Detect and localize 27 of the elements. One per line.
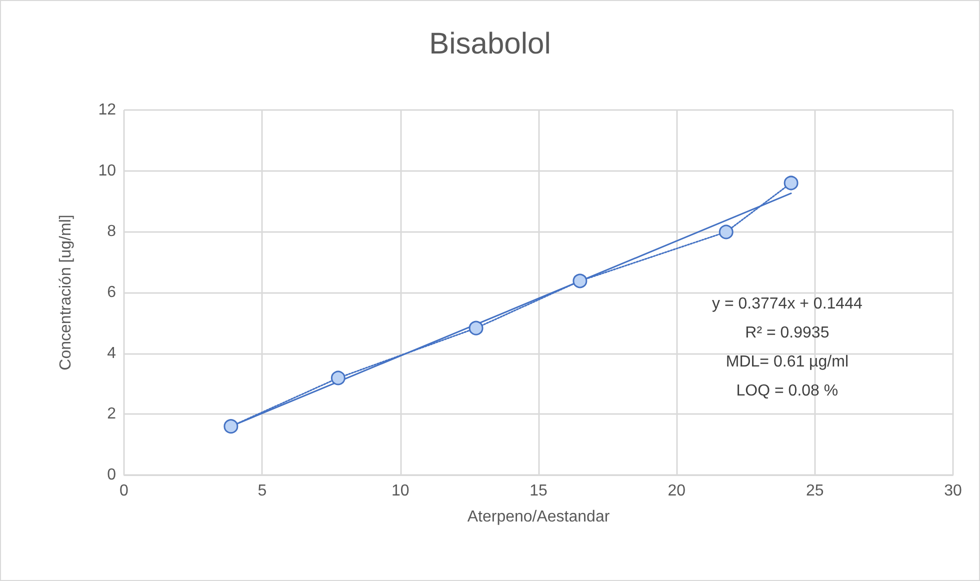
y-tick-label: 6 bbox=[107, 284, 116, 301]
y-tick-label: 8 bbox=[107, 223, 116, 240]
x-tick-label: 10 bbox=[391, 482, 410, 500]
point bbox=[224, 419, 238, 434]
point bbox=[572, 274, 588, 288]
y-tick-label: 4 bbox=[107, 344, 116, 362]
annotation: R² = 0.9935 bbox=[745, 324, 830, 342]
x-tick-label: 0 bbox=[120, 482, 129, 500]
x-tick-label: 20 bbox=[668, 482, 686, 500]
y-tick-label: 0 bbox=[107, 466, 116, 484]
y-axis-title: Concentración [ug/ml] bbox=[58, 214, 74, 370]
x-tick-label: 25 bbox=[806, 482, 824, 500]
point bbox=[330, 370, 346, 386]
annotation: y = 0.3774x + 0.1444 bbox=[712, 296, 862, 312]
x-tick-label: 5 bbox=[258, 482, 267, 500]
x-tick-label: 15 bbox=[530, 482, 548, 500]
y-tick-label: 12 bbox=[98, 102, 116, 118]
point bbox=[784, 176, 798, 190]
annotation: LOQ = 0.08 % bbox=[736, 382, 838, 400]
x-axis-title: Aterpeno/Aestandar bbox=[467, 508, 610, 526]
y-tick-label: 10 bbox=[98, 162, 116, 180]
x-tick-label: 30 bbox=[944, 482, 962, 500]
annotation: MDL= 0.61 µg/ml bbox=[726, 354, 849, 370]
y-tick-label: 2 bbox=[107, 406, 116, 423]
point bbox=[718, 224, 734, 240]
chart-title: Bisabolol bbox=[429, 28, 551, 60]
point bbox=[468, 320, 484, 336]
